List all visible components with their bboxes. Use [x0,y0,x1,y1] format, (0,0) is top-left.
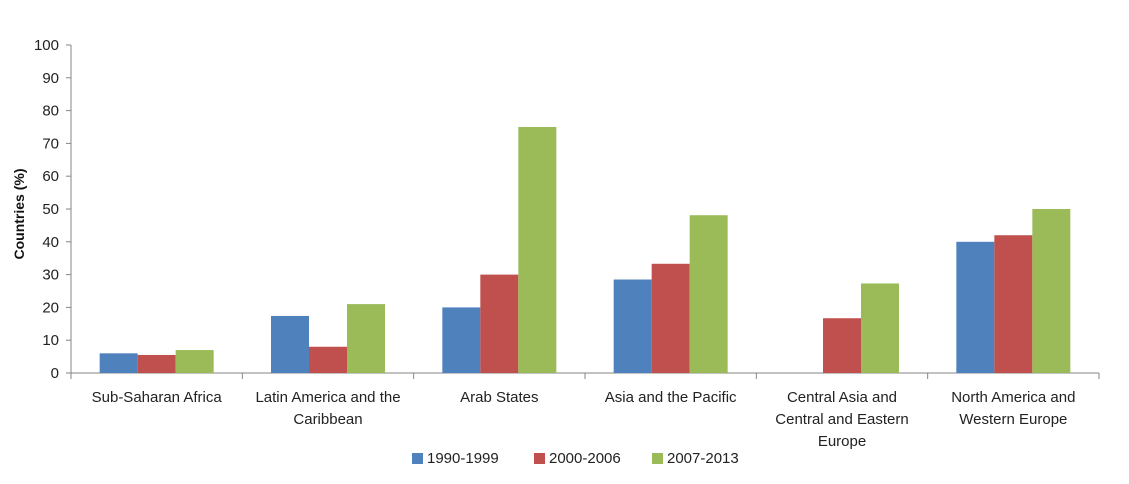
bars [99,127,1071,373]
y-tick-label: 100 [34,37,59,54]
bar-2000-2006-cat-2 [480,274,519,373]
bar-2000-2006-cat-4 [823,318,861,373]
legend-swatch [534,453,545,464]
y-tick-label: 20 [42,299,59,316]
legend-swatch [652,453,663,464]
bar-2007-2013-cat-3 [689,215,728,373]
legend-item: 1990-1999 [412,450,499,467]
y-axis-title: Countries (%) [11,169,27,260]
legend-item: 2007-2013 [652,450,739,467]
bar-2000-2006-cat-5 [994,235,1033,373]
y-tick-label: 30 [42,267,59,284]
x-category-label-line: Asia and the Pacific [605,389,737,406]
x-category-label-line: Sub-Saharan Africa [92,389,223,406]
x-category-label-line: Central Asia and [787,389,897,406]
x-category-label-line: Latin America and the [255,389,400,406]
legend-label: 2000-2006 [549,450,621,467]
bar-2000-2006-cat-1 [309,346,347,373]
legend: 1990-1999 2000-2006 2007-2013 [412,450,739,467]
bar-2000-2006-cat-0 [137,354,176,373]
x-category-label-line: Central and Eastern [775,411,908,428]
legend-label: 1990-1999 [427,450,499,467]
x-category-label: Arab States [460,389,538,406]
category-labels: Sub-Saharan Africa Latin America and the C… [92,389,1076,450]
bar-2000-2006-cat-3 [651,263,690,373]
x-category-label-line: North America and [951,389,1075,406]
x-category-label: North America and Western Europe [951,389,1075,428]
bar-1990-1999-cat-2 [442,307,481,373]
y-tick-label: 50 [42,201,59,218]
x-category-label-line: Western Europe [959,411,1067,428]
x-category-label-line: Europe [818,433,866,450]
legend-label: 2007-2013 [667,450,739,467]
bar-2007-2013-cat-1 [347,304,385,373]
x-category-label: Asia and the Pacific [605,389,737,406]
x-axis [70,372,1100,379]
x-category-label: Central Asia and Central and Eastern Europ… [775,389,908,450]
bar-1990-1999-cat-0 [99,353,138,373]
y-tick-label: 80 [42,103,59,120]
bar-1990-1999-cat-3 [613,279,652,373]
x-category-label: Latin America and the Caribbean [255,389,400,428]
y-tick-label: 60 [42,168,59,185]
bar-2007-2013-cat-0 [175,350,214,373]
y-tick-label: 0 [51,365,59,382]
x-category-label-line: Caribbean [293,411,362,428]
x-category-label-line: Arab States [460,389,538,406]
y-tick-label: 90 [42,70,59,87]
y-tick-label: 10 [42,332,59,349]
bar-1990-1999-cat-5 [956,241,995,373]
y-tick-label: 70 [42,135,59,152]
y-axis: 0 10 20 30 40 50 60 70 80 90 100 [34,37,72,382]
legend-item: 2000-2006 [534,450,621,467]
bar-2007-2013-cat-5 [1032,209,1071,373]
bar-2007-2013-cat-4 [861,283,899,373]
bar-1990-1999-cat-1 [271,315,309,373]
y-tick-label: 40 [42,234,59,251]
legend-swatch [412,453,423,464]
bar-2007-2013-cat-2 [518,127,557,373]
x-category-label: Sub-Saharan Africa [92,389,223,406]
